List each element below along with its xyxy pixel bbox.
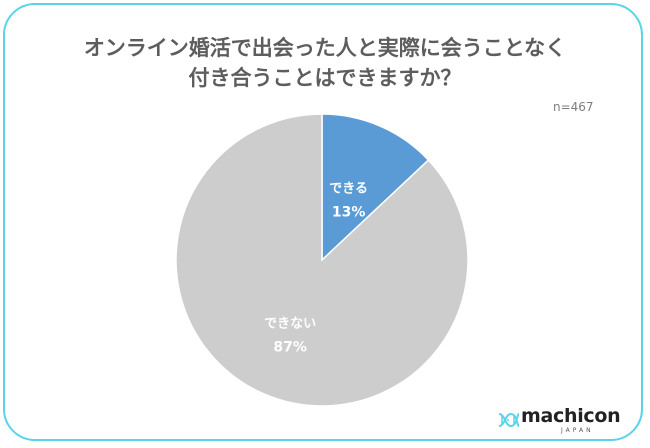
logo-wordmark: machicon: [521, 405, 621, 427]
chart-title-line-1: オンライン婚活で出会った人と実際に会うことなく: [83, 36, 567, 60]
pie-label-value-0: 13%: [332, 204, 366, 220]
dna-helix-icon: [498, 412, 520, 428]
pie-slices: [175, 113, 469, 407]
pie-label-value-1: 87%: [273, 340, 307, 356]
machicon-logo: machicon JAPAN: [497, 404, 621, 438]
chart-title-line-2: 付き合うことはできますか？: [188, 66, 462, 90]
sample-size-label: n=467: [553, 100, 594, 114]
pie-slice-cannot: [175, 113, 469, 407]
logo-subtext: JAPAN: [561, 427, 594, 434]
chart-frame: [3, 3, 643, 441]
pie-slice-can: [321, 113, 430, 262]
pie-label-category-1: できない: [264, 317, 316, 332]
pie-label-category-0: できる: [329, 181, 368, 196]
pie-labels: できる 13% できない 87%: [264, 181, 368, 355]
